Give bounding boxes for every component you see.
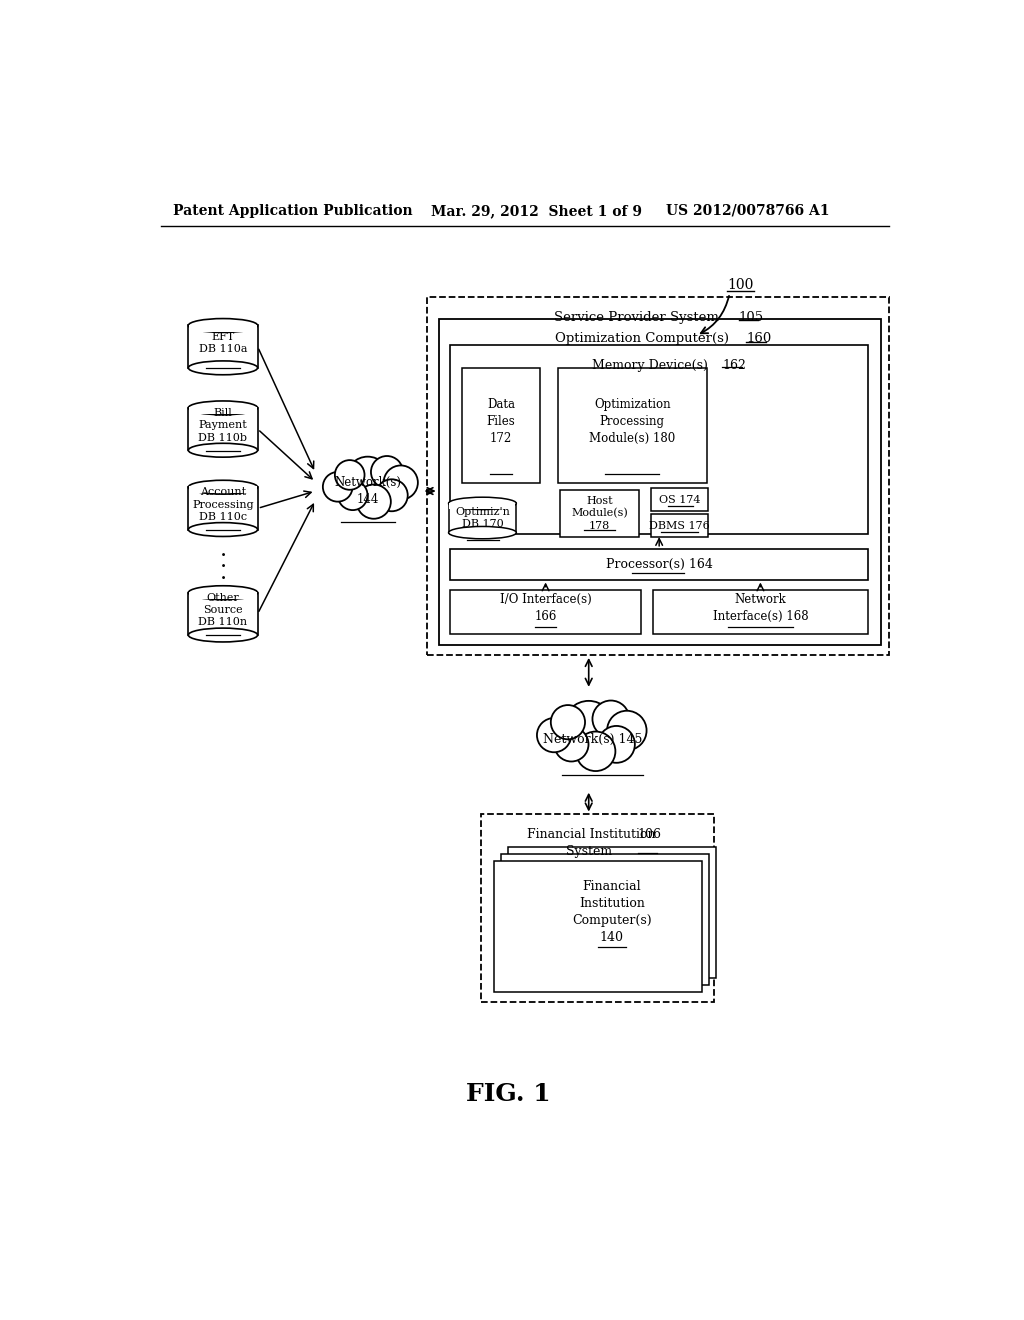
Text: US 2012/0078766 A1: US 2012/0078766 A1 <box>666 203 829 218</box>
Text: Service Provider System: Service Provider System <box>554 312 723 323</box>
Text: .: . <box>219 550 226 572</box>
Text: Mar. 29, 2012  Sheet 1 of 9: Mar. 29, 2012 Sheet 1 of 9 <box>431 203 642 218</box>
Bar <box>189 487 257 494</box>
Ellipse shape <box>449 498 516 510</box>
Text: Network
Interface(s) 168: Network Interface(s) 168 <box>713 593 808 623</box>
Bar <box>451 549 868 579</box>
Ellipse shape <box>188 480 258 494</box>
Text: .: . <box>219 539 226 561</box>
Ellipse shape <box>188 360 258 375</box>
Bar <box>189 325 257 331</box>
Bar <box>462 368 541 483</box>
Bar <box>438 318 882 645</box>
Text: Optimization Computer(s): Optimization Computer(s) <box>555 333 733 346</box>
Bar <box>451 590 641 635</box>
Bar <box>508 847 716 978</box>
Text: Financial
Institution
Computer(s)
140: Financial Institution Computer(s) 140 <box>572 880 651 944</box>
Text: FIG. 1: FIG. 1 <box>466 1082 550 1106</box>
Text: Account
Processing
DB 110c: Account Processing DB 110c <box>193 487 254 521</box>
Bar <box>451 345 868 535</box>
Text: Optimization
Processing
Module(s) 180: Optimization Processing Module(s) 180 <box>589 399 676 445</box>
Bar <box>189 407 257 414</box>
Text: DBMS 176: DBMS 176 <box>649 520 710 531</box>
Ellipse shape <box>188 444 258 457</box>
Bar <box>188 487 258 529</box>
Ellipse shape <box>449 527 516 539</box>
Text: Other
Source
DB 110n: Other Source DB 110n <box>199 593 248 627</box>
Bar <box>427 297 889 655</box>
Text: Bill
Payment
DB 110b: Bill Payment DB 110b <box>199 408 248 442</box>
Text: EFT
DB 110a: EFT DB 110a <box>199 331 247 354</box>
Ellipse shape <box>188 628 258 642</box>
Bar <box>651 513 708 537</box>
Text: Host
Module(s)
178: Host Module(s) 178 <box>571 496 628 531</box>
Text: Processor(s) 164: Processor(s) 164 <box>606 557 713 570</box>
Bar <box>188 593 258 635</box>
Bar <box>494 861 701 991</box>
Bar <box>651 488 708 511</box>
Bar <box>501 854 709 985</box>
Bar <box>481 814 714 1002</box>
Ellipse shape <box>188 401 258 414</box>
Bar <box>560 490 639 537</box>
Ellipse shape <box>188 586 258 599</box>
Text: 162: 162 <box>722 359 746 372</box>
Text: Patent Application Publication: Patent Application Publication <box>173 203 413 218</box>
Bar <box>558 368 707 483</box>
Ellipse shape <box>188 318 258 333</box>
Text: Memory Device(s): Memory Device(s) <box>592 359 712 372</box>
Bar <box>450 503 515 508</box>
Text: 106: 106 <box>638 829 662 841</box>
Bar <box>188 408 258 450</box>
Text: 100: 100 <box>727 279 754 293</box>
Bar <box>188 326 258 368</box>
Bar <box>449 503 516 533</box>
Ellipse shape <box>188 523 258 536</box>
Text: Financial Institution
System: Financial Institution System <box>527 829 655 858</box>
Text: .: . <box>219 562 226 583</box>
Text: Network(s) 145: Network(s) 145 <box>543 733 642 746</box>
Text: I/O Interface(s)
166: I/O Interface(s) 166 <box>500 593 592 623</box>
Bar <box>189 591 257 599</box>
Text: Network(s)
144: Network(s) 144 <box>334 477 401 506</box>
Text: OS 174: OS 174 <box>658 495 700 504</box>
Text: Data
Files
172: Data Files 172 <box>486 399 515 445</box>
Text: 105: 105 <box>739 312 764 323</box>
Text: 160: 160 <box>746 333 771 346</box>
Bar <box>652 590 868 635</box>
Text: Optimiz'n
DB 170: Optimiz'n DB 170 <box>455 507 510 529</box>
